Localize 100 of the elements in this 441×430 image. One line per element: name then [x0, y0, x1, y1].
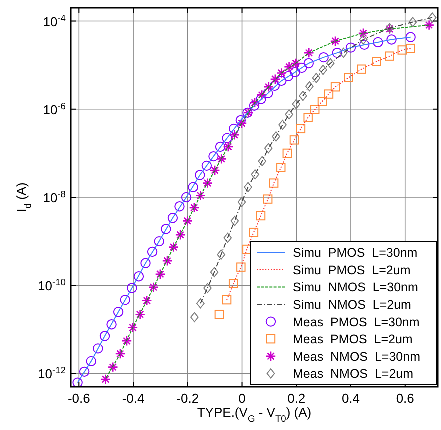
point [304, 113, 313, 122]
point [270, 80, 280, 92]
point [188, 182, 198, 192]
y-tick-label: 10$^{-6}$ [43, 101, 66, 118]
point [249, 228, 259, 238]
point [282, 148, 292, 158]
point [224, 232, 232, 244]
point [276, 68, 287, 79]
line-series [106, 24, 430, 379]
point [276, 163, 286, 172]
legend-label: Simu NMOS L=2um [293, 298, 412, 312]
x-tick-label: -0.4 [122, 391, 145, 406]
point [319, 64, 328, 76]
x-tick-label: 0.6 [396, 391, 414, 406]
point [285, 110, 294, 120]
point [217, 250, 226, 260]
point [330, 36, 341, 47]
point [93, 344, 104, 354]
legend-label: Simu NMOS L=30nm [293, 280, 418, 295]
point [214, 310, 224, 320]
point [100, 374, 112, 385]
point [202, 160, 212, 172]
point [249, 100, 260, 111]
point [168, 242, 180, 253]
point [324, 90, 334, 99]
point [181, 192, 192, 203]
point [406, 44, 416, 54]
point [330, 82, 340, 92]
point [276, 76, 287, 86]
point [272, 132, 280, 142]
point [298, 91, 308, 102]
point [127, 283, 138, 294]
point [216, 154, 227, 164]
point [108, 362, 118, 373]
point [406, 32, 416, 43]
point [195, 170, 206, 180]
point [310, 105, 320, 114]
point [263, 194, 273, 204]
point [162, 256, 173, 266]
legend-label: Meas PMOS L=2um [293, 332, 413, 347]
point [229, 124, 240, 134]
y-tick-label: 10$^{-10}$ [38, 278, 66, 294]
point [230, 216, 240, 226]
point [386, 34, 397, 45]
point [264, 82, 274, 92]
x-tick-label: -0.2 [176, 391, 200, 406]
point [270, 74, 281, 85]
point [148, 282, 159, 293]
point [174, 202, 185, 212]
x-axis-title: TYPE.(V$_{G}$ - V$_{T0}$) (A) [197, 405, 312, 424]
point [264, 143, 273, 154]
point [424, 20, 435, 31]
point [202, 178, 213, 189]
point [306, 81, 314, 92]
y-tick-label: 10$^{-8}$ [43, 190, 66, 206]
point [223, 142, 234, 152]
point [258, 156, 267, 166]
point [326, 58, 335, 69]
point [398, 46, 407, 55]
point [175, 230, 186, 240]
point [135, 309, 146, 320]
point [142, 296, 152, 306]
point [372, 57, 382, 66]
point [147, 246, 158, 258]
point [296, 62, 308, 74]
legend-label: Meas NMOS L=30nm [293, 350, 420, 364]
point [236, 118, 248, 129]
point [344, 73, 354, 82]
point [385, 52, 394, 61]
point [115, 348, 126, 360]
point [304, 58, 314, 69]
point [189, 202, 200, 214]
point [358, 28, 369, 39]
y-tick-label: 10$^{-12}$ [38, 366, 66, 382]
point [222, 295, 232, 305]
point [120, 294, 130, 306]
point [290, 136, 300, 145]
point [357, 64, 366, 74]
point [100, 331, 110, 342]
point [428, 12, 437, 23]
point [210, 267, 219, 278]
point [154, 236, 164, 247]
point [182, 216, 193, 226]
x-tick-label: 0 [238, 391, 246, 406]
point [79, 366, 90, 378]
point [244, 182, 252, 192]
point [346, 42, 356, 53]
point [140, 258, 151, 268]
point [210, 165, 220, 176]
point [250, 98, 260, 108]
point [236, 262, 246, 272]
point [86, 356, 96, 367]
x-tick-label: 0.2 [288, 391, 306, 406]
point [256, 211, 266, 221]
x-tick-label: -0.6 [68, 391, 90, 406]
point [290, 67, 300, 78]
point [284, 62, 295, 72]
point [360, 40, 370, 50]
point [269, 178, 279, 188]
point [339, 48, 348, 58]
